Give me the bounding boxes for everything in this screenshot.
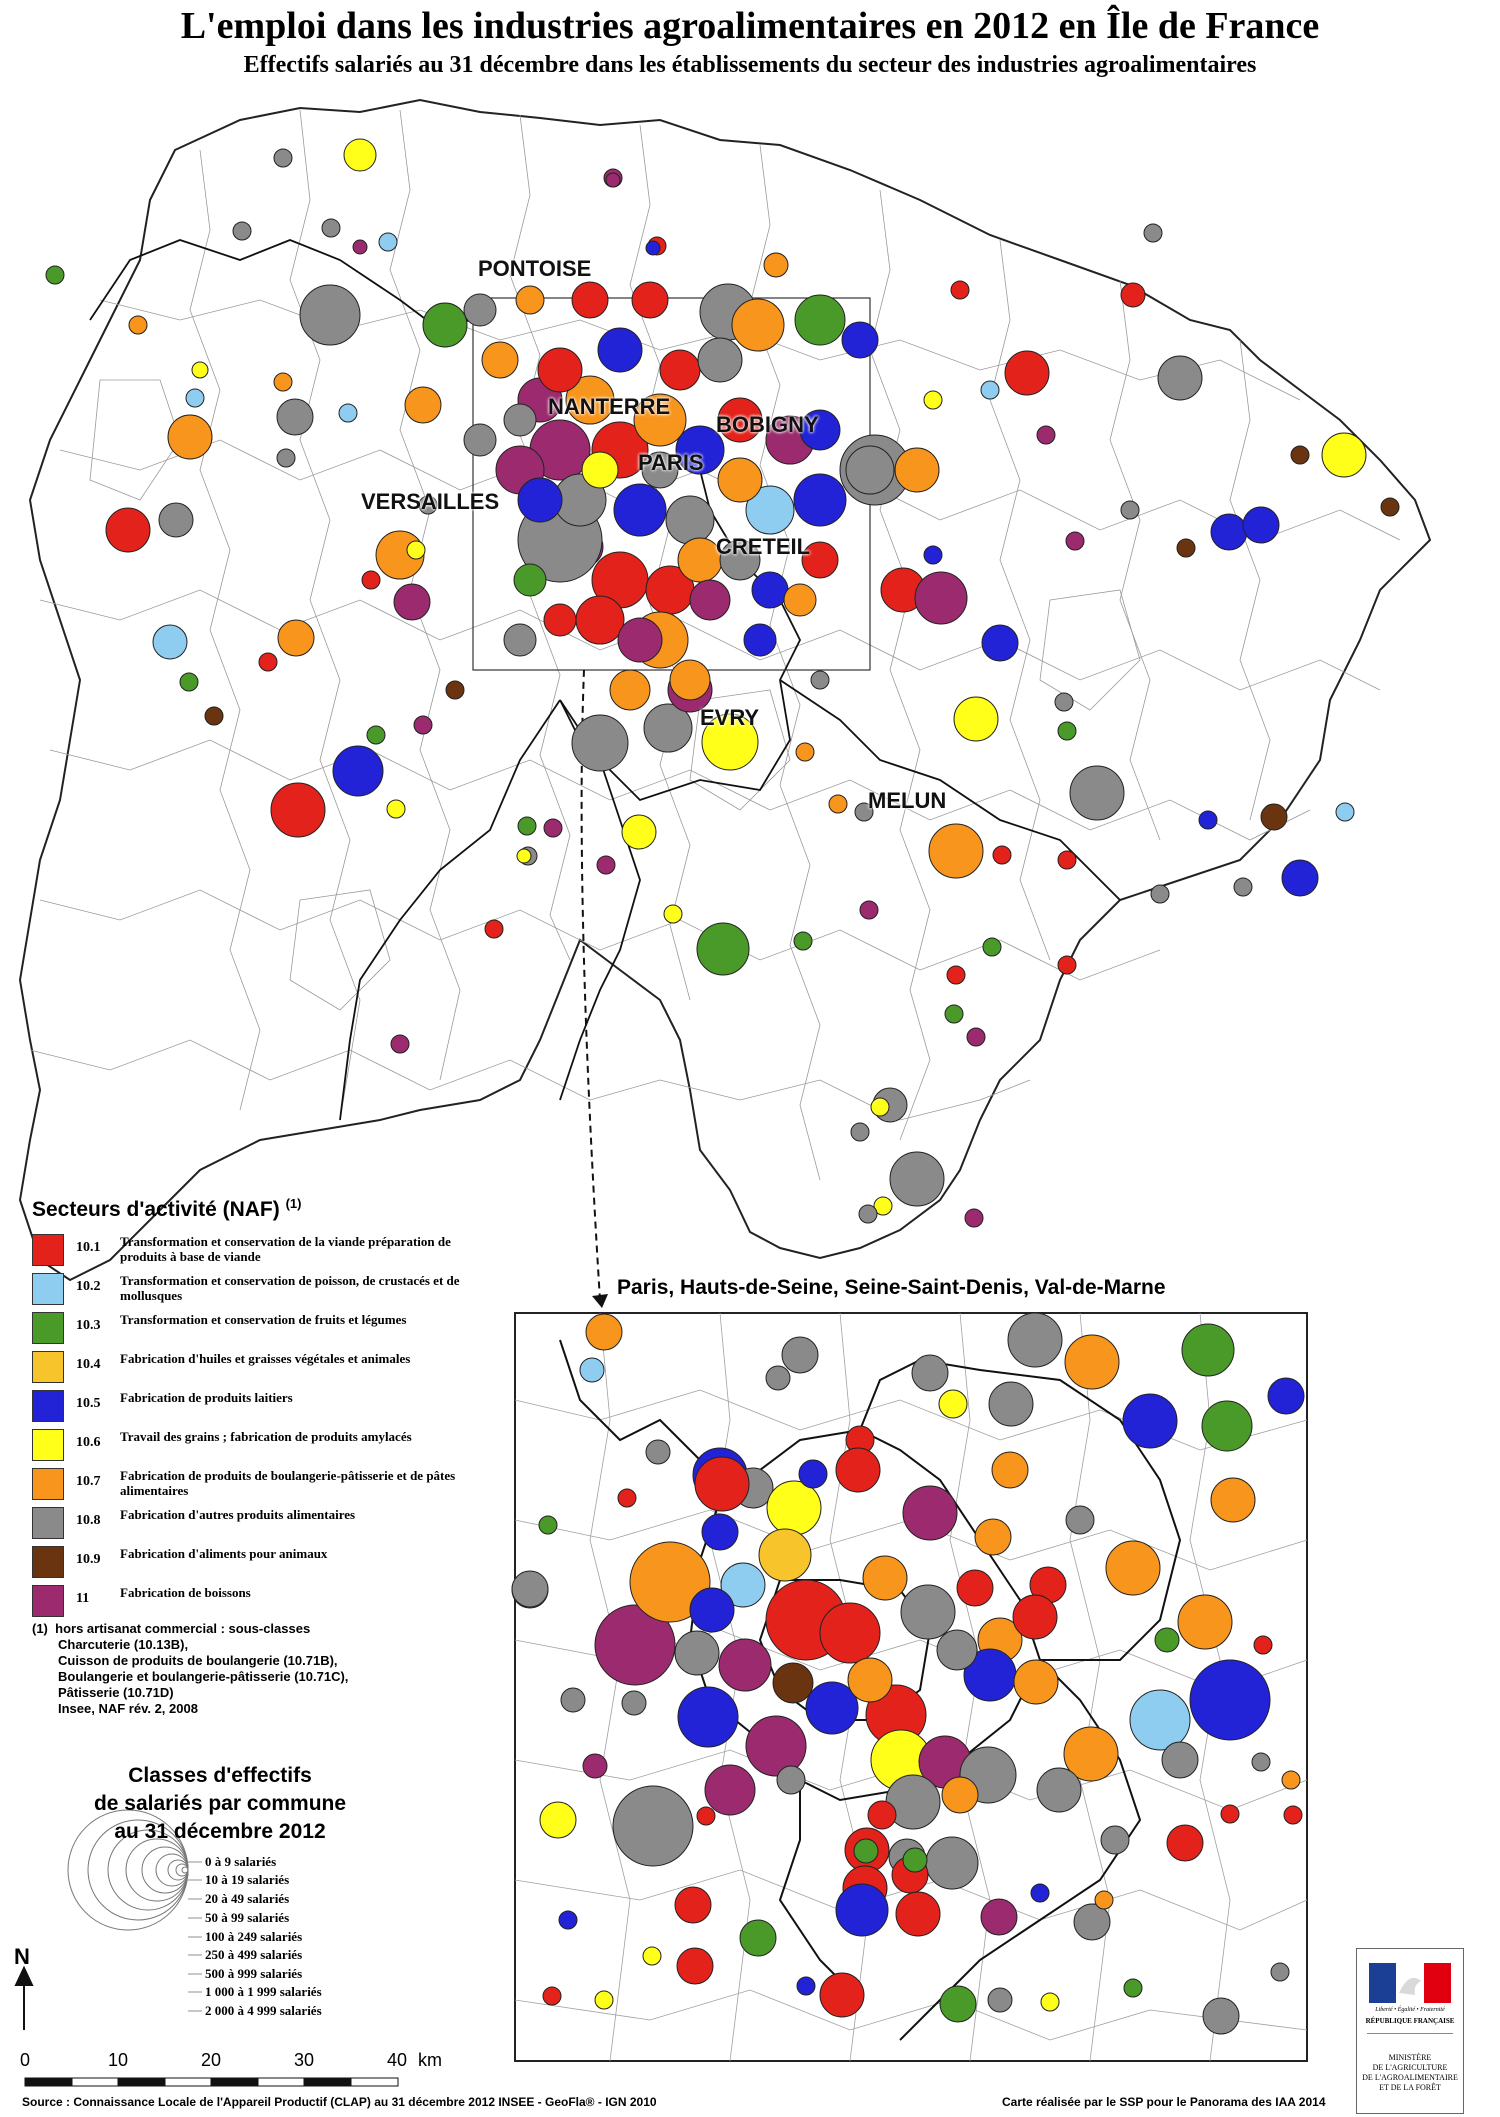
size-class-leaders [188, 1861, 202, 2012]
scale-tick-label: 20 [201, 2050, 222, 2070]
legend-footnote: (1) hors artisanat commercial : sous-cla… [32, 1621, 349, 1716]
zoom-arrow [580, 669, 601, 1301]
city-label-creteil: CRETEIL [716, 534, 811, 559]
legend-item-11: 11 Fabrication de boissons [32, 1583, 492, 1619]
sector-circles-main [105, 138, 1367, 1207]
size-class-circles [67, 1809, 189, 1931]
swatch-10-7 [32, 1468, 64, 1500]
map-subtitle: Effectifs salariés au 31 décembre dans l… [243, 52, 1257, 78]
map-title: L'emploi dans les industries agroaliment… [180, 5, 1320, 47]
scale-tick-label: 40 [387, 2050, 408, 2070]
sector-legend-title: Secteurs d'activité (NAF) (1) [32, 1196, 302, 1221]
inset-map-frame [514, 1312, 1308, 2062]
logo-ministry: MINISTÈRE DE L'AGRICULTURE DE L'AGROALIM… [1362, 2053, 1458, 2092]
scale-tick-label: 30 [294, 2050, 315, 2070]
swatch-10-5 [32, 1390, 64, 1422]
city-label-melun: MELUN [868, 788, 947, 813]
legend-item-10-5: 10.5 Fabrication de produits laitiers [32, 1388, 492, 1424]
size-class-item: 0 à 9 salariés [205, 1854, 277, 1869]
logo-republic: RÉPUBLIQUE FRANÇAISE [1365, 2017, 1455, 2025]
legend-item-10-4: 10.4 Fabrication d'huiles et graisses vé… [32, 1349, 492, 1385]
legend-item-10-8: 10.8 Fabrication d'autres produits alime… [32, 1505, 492, 1541]
small-circles-main [45, 148, 1400, 1228]
swatch-10-9 [32, 1546, 64, 1578]
north-arrow [14, 1965, 34, 2030]
size-class-item: 20 à 49 salariés [205, 1891, 290, 1906]
paris-cluster [463, 281, 895, 713]
sector-circles-inset [511, 1312, 1305, 2035]
city-label-versailles: VERSAILLES [361, 489, 500, 514]
city-label-evry: EVRY [700, 705, 760, 730]
size-class-item: 100 à 249 salariés [205, 1929, 303, 1944]
scale-unit: km [418, 2050, 442, 2070]
legend-item-10-9: 10.9 Fabrication d'aliments pour animaux [32, 1544, 492, 1580]
source-note: Source : Connaissance Locale de l'Appare… [22, 2095, 657, 2109]
size-class-item: 50 à 99 salariés [205, 1910, 290, 1925]
legend-item-10-1: 10.1 Transformation et conservation de l… [32, 1232, 492, 1268]
city-label-nanterre: NANTERRE [548, 394, 671, 419]
scale-bar [24, 2077, 399, 2087]
city-label-bobigny: BOBIGNY [716, 412, 819, 437]
scale-tick-label: 10 [108, 2050, 129, 2070]
swatch-10-4 [32, 1351, 64, 1383]
city-label-pontoise: PONTOISE [478, 256, 592, 281]
marianne-flag-icon [1369, 1963, 1451, 2003]
swatch-10-6 [32, 1429, 64, 1461]
size-class-item: 2 000 à 4 999 salariés [205, 2003, 322, 2018]
legend-item-10-6: 10.6 Travail des grains ; fabrication de… [32, 1427, 492, 1463]
size-class-item: 250 à 499 salariés [205, 1947, 303, 1962]
swatch-10-2 [32, 1273, 64, 1305]
inset-title: Paris, Hauts-de-Seine, Seine-Saint-Denis… [617, 1276, 1166, 1299]
north-label: N [14, 1944, 30, 1969]
logo-divider [1367, 2033, 1453, 2034]
legend-item-10-7: 10.7 Fabrication de produits de boulange… [32, 1466, 492, 1502]
scale-tick-label: 0 [20, 2050, 31, 2070]
swatch-10-1 [32, 1234, 64, 1266]
ministry-logo: Liberté • Égalité • Fraternité RÉPUBLIQU… [1356, 1948, 1464, 2114]
city-label-paris: PARIS [638, 450, 704, 475]
credit-note: Carte réalisée par le SSP pour le Panora… [1002, 2095, 1326, 2109]
region-outline [18, 98, 1432, 1282]
legend-item-10-2: 10.2 Transformation et conservation de p… [32, 1271, 492, 1307]
size-class-item: 1 000 à 1 999 salariés [205, 1984, 322, 1999]
size-classes-title: Classes d'effectifs de salariés par comm… [93, 1764, 347, 1843]
swatch-11 [32, 1585, 64, 1617]
size-class-item: 500 à 999 salariés [205, 1966, 303, 1981]
swatch-10-3 [32, 1312, 64, 1344]
size-class-item: 10 à 19 salariés [205, 1872, 290, 1887]
legend-item-10-3: 10.3 Transformation et conservation de f… [32, 1310, 492, 1346]
swatch-10-8 [32, 1507, 64, 1539]
logo-motto: Liberté • Égalité • Fraternité [1375, 2007, 1445, 2013]
